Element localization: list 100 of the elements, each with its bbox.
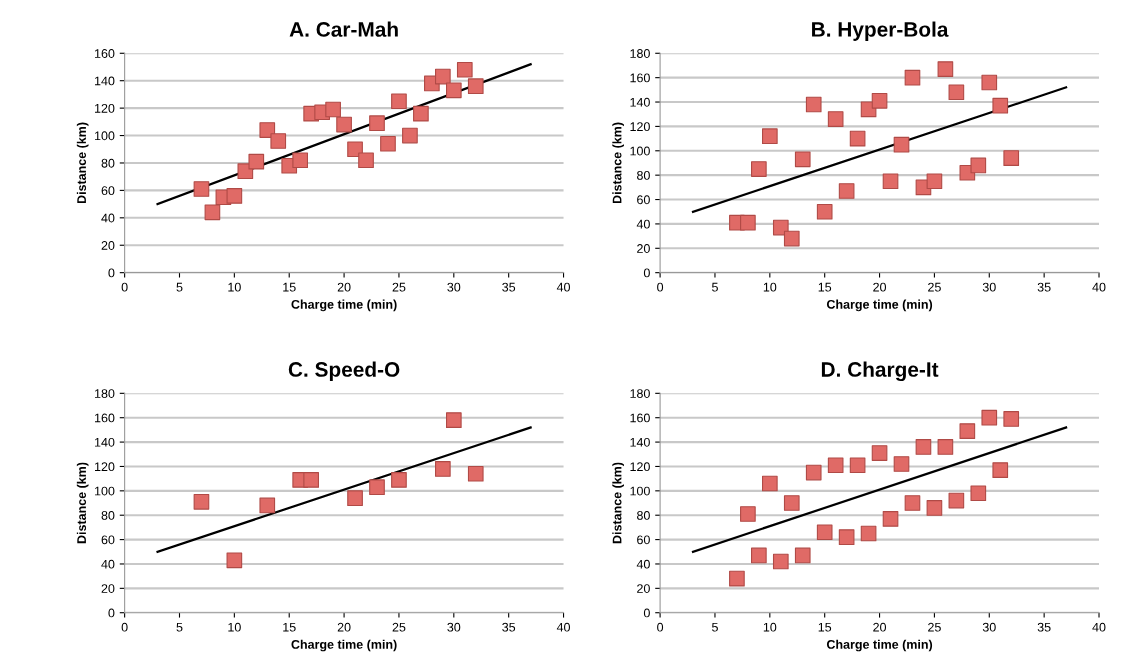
point	[303, 472, 320, 488]
point	[948, 84, 965, 101]
point	[751, 547, 767, 564]
x-axis-title: Charge time (min)	[826, 639, 933, 652]
x-tick-label: 25	[928, 622, 941, 632]
y-tick-label: 120	[95, 103, 115, 113]
x-tick-label: 15	[283, 282, 296, 292]
point	[1003, 411, 1020, 427]
point	[893, 136, 910, 153]
y-axis-title: Distance (km)	[612, 462, 624, 544]
y-tick-label: 0	[643, 268, 650, 278]
point	[347, 141, 363, 158]
y-tick-label: 20	[637, 244, 650, 253]
point	[259, 497, 276, 514]
point	[970, 485, 987, 502]
point	[981, 409, 998, 426]
point	[358, 152, 374, 169]
y-axis-title: Distance (km)	[76, 122, 89, 204]
y-tick-label: 60	[637, 535, 650, 545]
y-tick-label: 100	[630, 486, 650, 496]
point	[445, 412, 462, 428]
x-tick-label: 5	[176, 282, 183, 292]
x-tick-label: 30	[982, 622, 996, 632]
point	[882, 173, 899, 190]
y-tick-label: 120	[95, 462, 115, 472]
point	[937, 61, 954, 77]
x-tick-label: 5	[711, 282, 718, 292]
y-tick-label: 160	[630, 413, 650, 423]
point	[849, 457, 866, 474]
point	[740, 506, 756, 522]
point	[915, 439, 932, 455]
x-tick-label: 0	[121, 282, 128, 292]
point	[292, 152, 309, 169]
point	[729, 570, 745, 587]
point	[860, 525, 877, 542]
point	[336, 116, 352, 133]
point	[380, 135, 396, 152]
y-tick-label: 20	[101, 584, 115, 593]
point	[827, 111, 844, 127]
point	[893, 456, 910, 472]
y-tick-label: 180	[95, 389, 115, 398]
x-tick-label: 40	[556, 622, 570, 632]
x-tick-label: 5	[176, 622, 183, 632]
y-tick-label: 0	[643, 608, 650, 618]
y-tick-label: 80	[101, 158, 115, 168]
point	[391, 472, 407, 488]
point	[456, 61, 473, 78]
y-tick-label: 140	[95, 76, 115, 86]
x-tick-label: 40	[1092, 622, 1106, 632]
y-tick-label: 40	[636, 219, 650, 229]
x-tick-label: 10	[763, 622, 777, 632]
point	[369, 479, 385, 496]
x-tick-label: 0	[121, 622, 128, 632]
point	[259, 122, 276, 138]
point	[783, 230, 800, 247]
y-tick-label: 20	[637, 584, 650, 593]
point	[772, 553, 789, 570]
point	[467, 465, 484, 482]
point	[794, 547, 811, 564]
point	[926, 500, 943, 516]
x-tick-label: 40	[556, 282, 570, 292]
x-tick-label: 20	[873, 622, 887, 632]
chart-title: C. Speed-O	[288, 361, 400, 381]
point	[204, 204, 221, 221]
x-tick-label: 30	[447, 282, 461, 292]
point	[838, 183, 855, 199]
x-tick-label: 25	[392, 282, 406, 292]
chart-title: A. Car-Mah	[289, 21, 398, 37]
point	[827, 457, 844, 474]
point	[849, 130, 866, 147]
y-tick-label: 80	[637, 170, 650, 180]
point	[772, 219, 789, 236]
y-tick-label: 40	[101, 213, 115, 223]
x-tick-label: 5	[711, 622, 718, 632]
x-tick-label: 30	[982, 282, 996, 292]
point	[948, 492, 965, 509]
point	[904, 69, 921, 86]
y-tick-label: 140	[95, 437, 115, 447]
x-axis-title: Charge time (min)	[291, 639, 397, 652]
x-axis-title: Charge time (min)	[826, 299, 933, 312]
point	[926, 173, 943, 190]
point	[751, 161, 767, 177]
y-tick-label: 100	[630, 146, 650, 156]
chart-title: D. Charge-It	[821, 361, 939, 382]
y-tick-label: 180	[630, 49, 650, 58]
point	[435, 461, 451, 477]
y-tick-label: 160	[95, 49, 115, 58]
x-tick-label: 25	[392, 622, 406, 632]
point	[937, 439, 954, 455]
y-axis-title: Distance (km)	[612, 122, 624, 204]
x-tick-label: 0	[657, 282, 664, 292]
y-tick-label: 60	[101, 535, 115, 545]
point	[761, 128, 778, 144]
point	[325, 101, 341, 118]
point	[467, 78, 484, 95]
x-tick-label: 35	[502, 282, 516, 292]
chart-title: B. Hyper-Bola	[812, 21, 949, 41]
y-tick-label: 100	[95, 131, 115, 141]
x-tick-label: 15	[818, 282, 832, 292]
point	[904, 495, 921, 511]
